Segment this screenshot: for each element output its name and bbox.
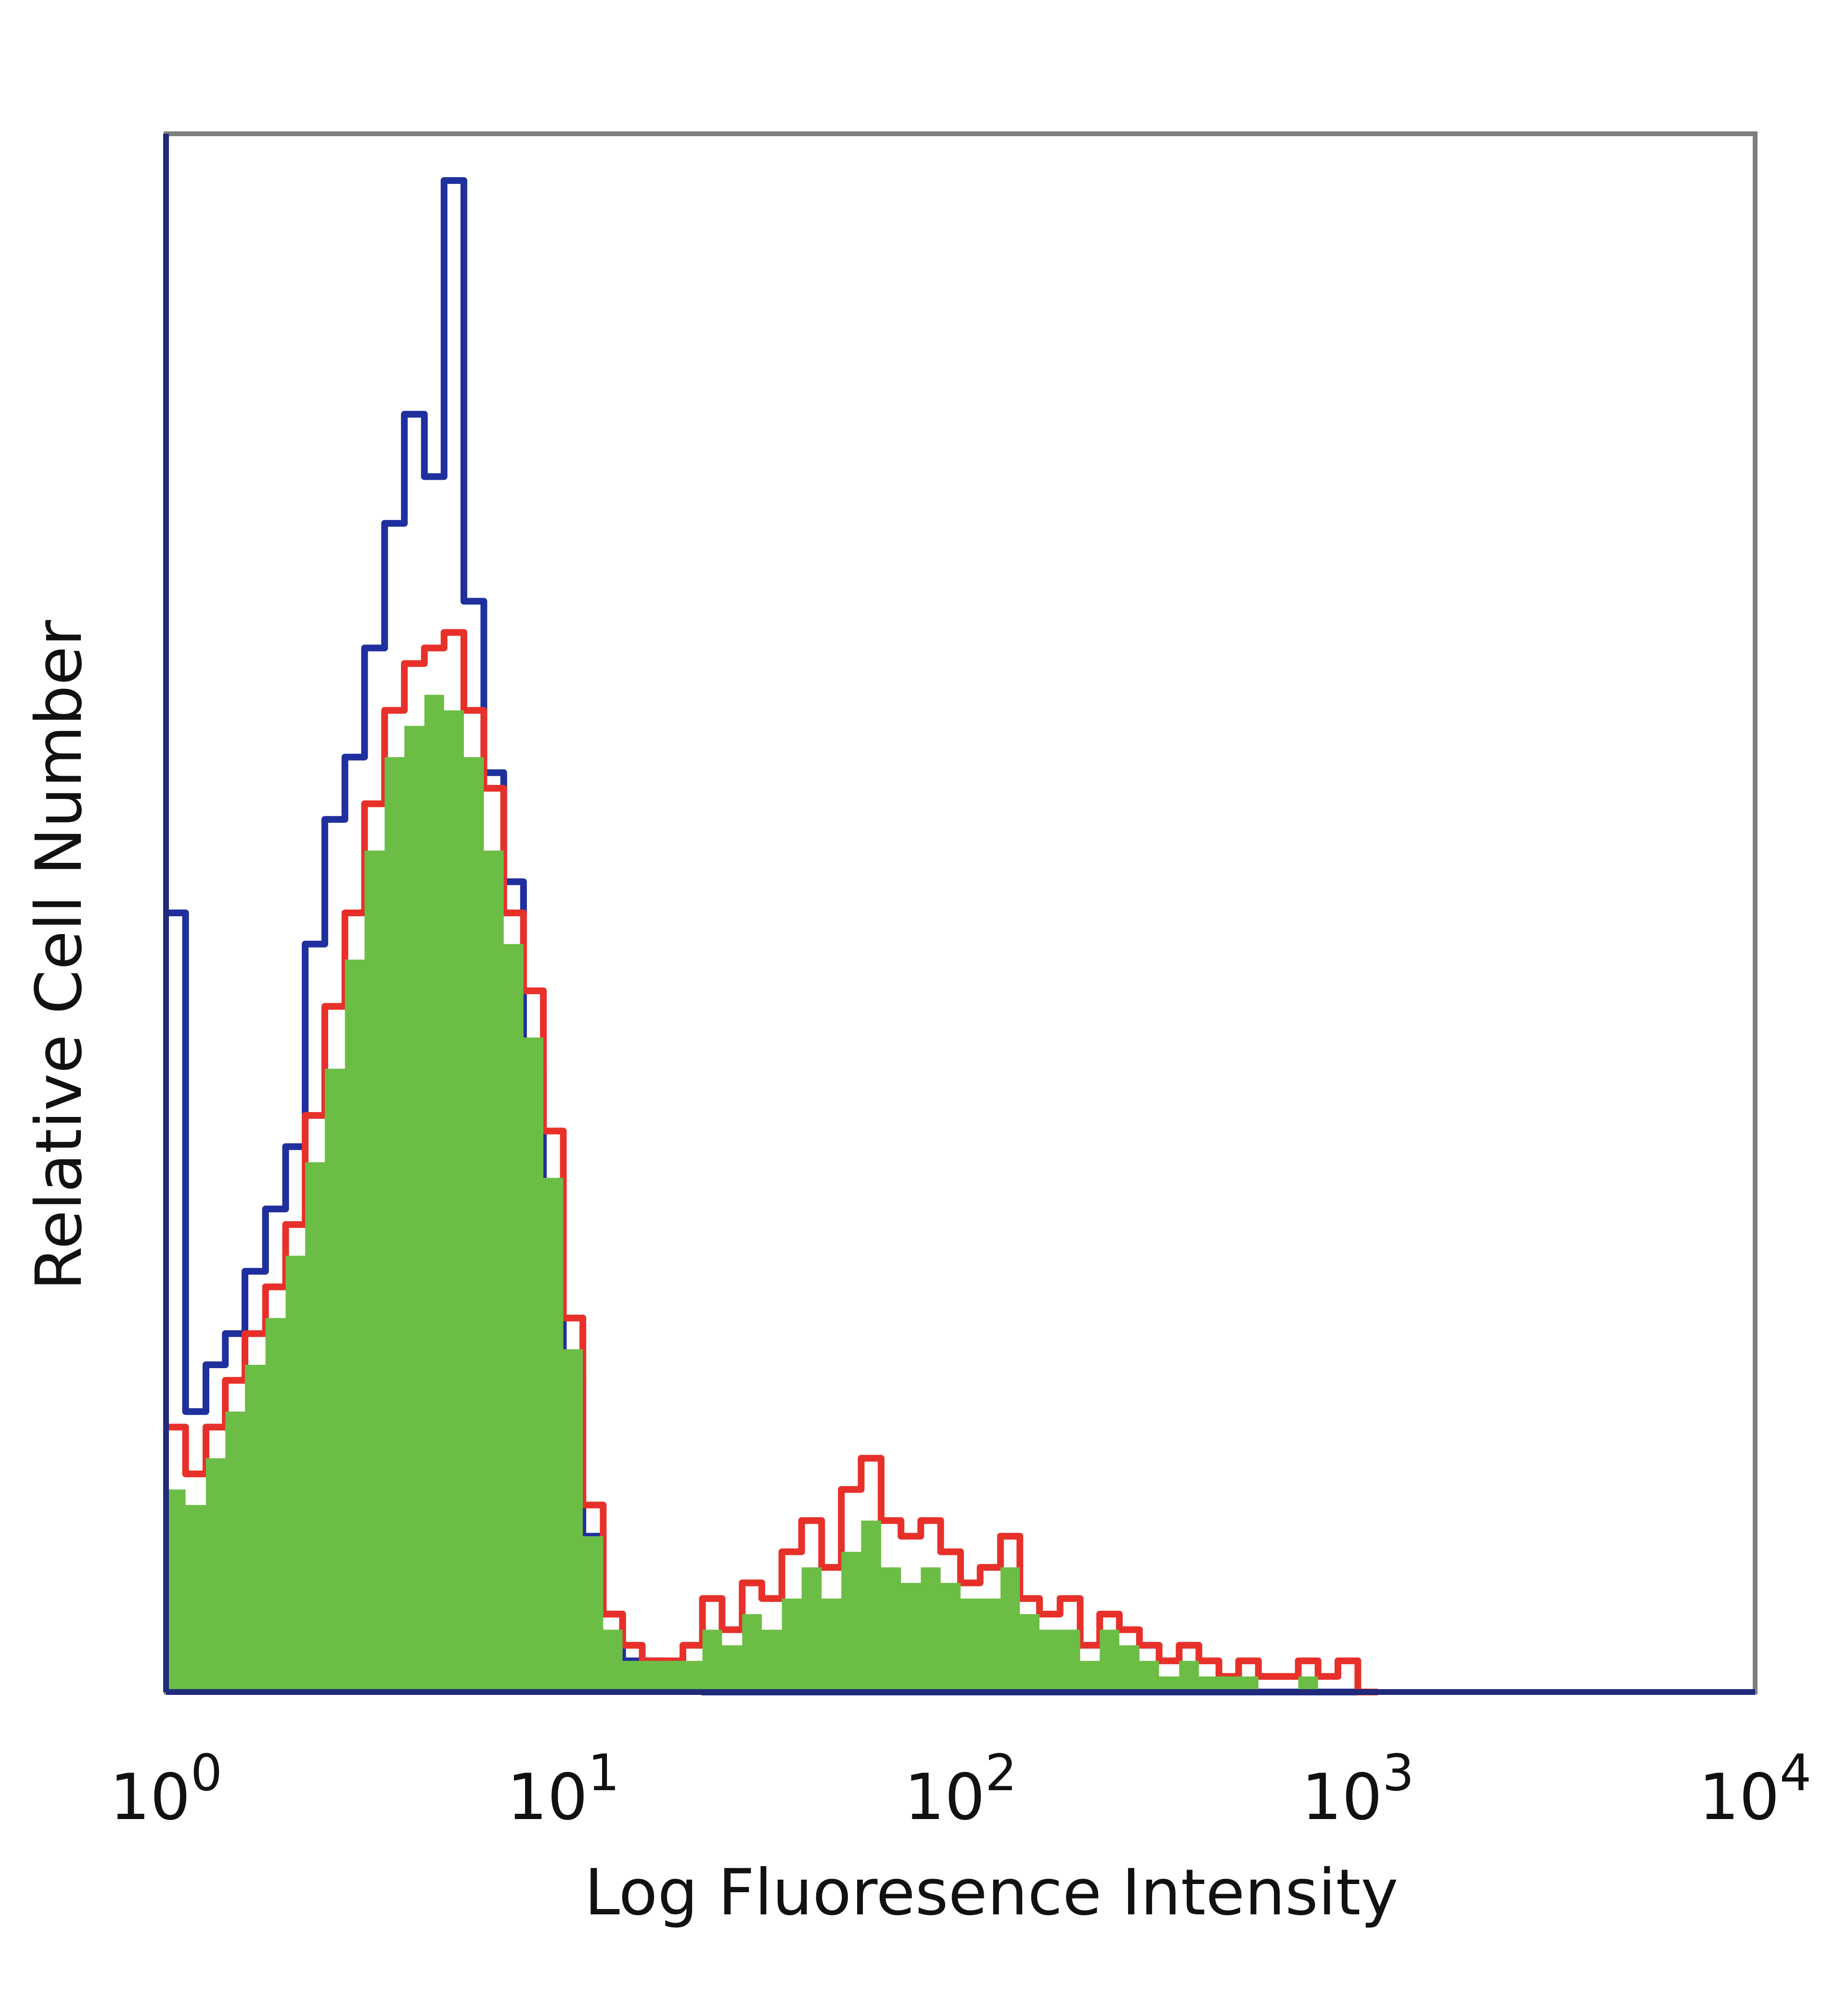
x-tick-label-0: 100 <box>110 1744 222 1834</box>
series-layer <box>166 177 1378 1695</box>
x-tick-labels: 100 101 102 103 104 <box>110 1744 1811 1834</box>
x-axis-label: Log Fluoresence Intensity <box>584 1856 1398 1930</box>
x-tick-label-1: 101 <box>507 1744 619 1834</box>
series-2-fill <box>166 694 1378 1692</box>
x-tick-label-2: 102 <box>904 1744 1017 1834</box>
series-1-line <box>166 629 1378 1695</box>
x-tick-label-3: 103 <box>1301 1744 1414 1834</box>
y-axis-label: Relative Cell Number <box>22 620 96 1291</box>
x-tick-label-4: 104 <box>1699 1744 1811 1834</box>
